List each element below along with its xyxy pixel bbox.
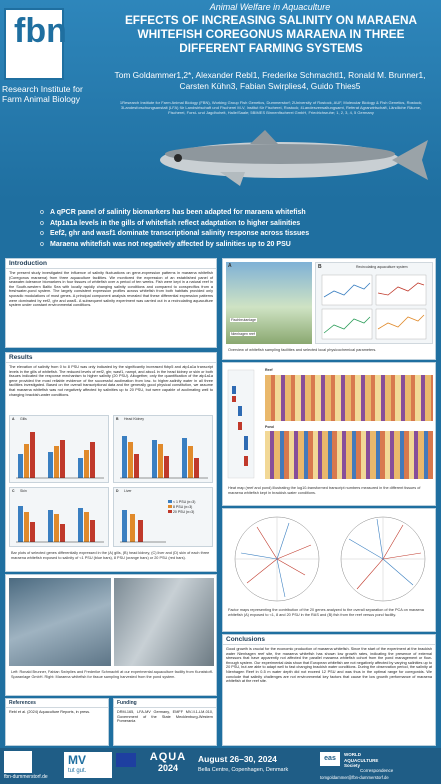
panel-label: Head Kidney [124, 417, 144, 421]
panel-label: Gills [20, 417, 27, 421]
aqua-text: AQUA [144, 751, 192, 763]
fbn-logo: fbn [4, 8, 64, 80]
heatmap-pond [265, 431, 433, 479]
footer-url: fbn-dummerstorf.de [4, 774, 48, 780]
mv-logo: MV tut gut. [64, 752, 112, 778]
introduction-section: Introduction The present study investiga… [5, 258, 217, 348]
funding-heading: Funding [114, 699, 216, 708]
bar-chart-gills [14, 424, 106, 480]
funding-section: Funding DRM-165, LFA-MV Germany, EMFF MV… [113, 698, 217, 746]
conclusions-text: Good growth is crucial for the economic … [223, 645, 435, 686]
legend-item: < 1 PSU (n=3) [173, 500, 195, 504]
panel-label: Liver [124, 489, 132, 493]
panel-letter: A [228, 263, 232, 269]
pca-factor-map-b [333, 513, 433, 605]
bar-panel-d: D Liver < 1 PSU (n=3) 8 PSU (n=3) 20 PSU… [113, 487, 213, 547]
map-label: Nienhagen reef [230, 332, 256, 336]
was-logo: WORLD AQUACULTURE Society [344, 752, 394, 769]
bar-panel-b: B Head Kidney [113, 415, 213, 483]
heatmap-caption: Heat map (reef and pond) illustrating th… [225, 485, 435, 496]
references-text: Rebl et al. (2024) Aquaculture Reports, … [6, 708, 108, 717]
eas-logo: eas [320, 752, 340, 766]
panel-letter: B [318, 264, 322, 270]
eu-flag-icon [116, 753, 136, 767]
pca-section: Factor maps representing the contributio… [222, 508, 436, 632]
highlight-list: A qPCR panel of salinity biomarkers has … [40, 208, 410, 250]
references-heading: References [6, 699, 108, 708]
highlight-item: Eef2, ghr and wasf1 dominate transcripti… [40, 229, 410, 240]
bar-chart-skin [14, 496, 106, 544]
poster-topic: Animal Welfare in Aquaculture [110, 2, 430, 12]
facility-map-a: A Fischbrutanlage Nienhagen reef [226, 262, 312, 344]
affiliations: 1Research Institute for Farm Animal Biol… [112, 100, 430, 116]
institute-name: Research Institute for Farm Animal Biolo… [2, 84, 98, 104]
heatmap-section: Reef Pond Heat map (reef and pond) illus… [222, 362, 436, 506]
heatmap-label-pond: Pond [265, 425, 274, 429]
heatmap-label-reef: Reef [265, 368, 273, 372]
funding-text: DRM-165, LFA-MV Germany, EMFF MV-II.1-LM… [114, 708, 216, 726]
conference-dates: August 26–30, 2024 [198, 754, 277, 764]
highlight-item: Maraena whitefish was not negatively aff… [40, 240, 410, 251]
mv-text: MV [68, 753, 86, 767]
conclusions-section: Conclusions Good growth is crucial for t… [222, 634, 436, 746]
panel-letter: A [12, 417, 15, 421]
whitefish-image [130, 128, 430, 190]
ras-label: Recirculating aquaculture system [356, 265, 408, 269]
mv-subtext: tut gut. [68, 768, 86, 774]
eas-text: eas [324, 755, 336, 762]
facility-charts-b: B Recirculating aquaculture system [315, 262, 433, 344]
pca-caption: Factor maps representing the contributio… [225, 607, 435, 618]
introduction-text: The present study investigated the influ… [6, 269, 216, 310]
poster-header: fbn Research Institute for Farm Animal B… [0, 0, 441, 200]
results-section: Results The elevation of salinity from 0… [5, 352, 217, 572]
bar-chart-liver [118, 496, 168, 544]
author-list: Tom Goldammer1,2*, Alexander Rebl1, Fred… [110, 70, 430, 92]
introduction-heading: Introduction [6, 259, 216, 269]
pca-factor-map-a [227, 513, 327, 605]
aqua-year: 2024 [144, 763, 192, 773]
poster-title: EFFECTS OF INCREASING SALINITY ON MARAEN… [105, 13, 437, 55]
photo-caption: Left: Ronald Brunner, Fabian Swirplies a… [8, 669, 216, 680]
fish-harvest-photo [114, 578, 214, 666]
bar-legend: < 1 PSU (n=3) 8 PSU (n=3) 20 PSU (n=3) [168, 500, 195, 515]
correspondence-label: Correspondence [360, 768, 393, 773]
results-text: The elevation of salinity from 0 to 8 PS… [6, 363, 216, 399]
panel-letter: C [12, 489, 15, 493]
legend-item: 8 PSU (n=3) [173, 505, 192, 509]
facility-caption: Overview of whitefish sampling facilitie… [225, 347, 435, 354]
conclusions-heading: Conclusions [223, 635, 435, 645]
references-section: References Rebl et al. (2024) Aquacultur… [5, 698, 109, 746]
correspondence-email[interactable]: tomgoldammer@fbn-dummerstorf.de [320, 775, 389, 780]
poster-footer: fbn-dummerstorf.de MV tut gut. AQUA 2024… [0, 748, 441, 784]
bar-caption: Bar plots of selected genes differential… [8, 550, 216, 561]
highlight-item: Atp1a1a levels in the gills of whitefish… [40, 219, 410, 230]
aqua-logo: AQUA 2024 [144, 751, 192, 773]
results-heading: Results [6, 353, 216, 363]
legend-item: 20 PSU (n=3) [173, 510, 194, 514]
panel-label: Skin [20, 489, 27, 493]
panel-letter: B [116, 417, 119, 421]
physicochemical-plots [320, 273, 430, 341]
bar-panel-a: A Gills [9, 415, 109, 483]
fbn-footer-logo [4, 751, 32, 773]
heatmap-reef [265, 375, 433, 421]
bar-chart-head-kidney [118, 424, 210, 480]
team-photo [9, 578, 111, 666]
conference-venue: Bella Centre, Copenhagen, Denmark [198, 767, 288, 773]
facility-section: A Fischbrutanlage Nienhagen reef B Recir… [222, 258, 436, 360]
map-label: Fischbrutanlage [230, 318, 257, 322]
bar-panel-c: C Skin [9, 487, 109, 547]
photo-section: Left: Ronald Brunner, Fabian Swirplies a… [5, 574, 217, 696]
highlight-item: A qPCR panel of salinity biomarkers has … [40, 208, 410, 219]
logo-letters: fbn [14, 16, 60, 46]
panel-letter: D [116, 489, 119, 493]
